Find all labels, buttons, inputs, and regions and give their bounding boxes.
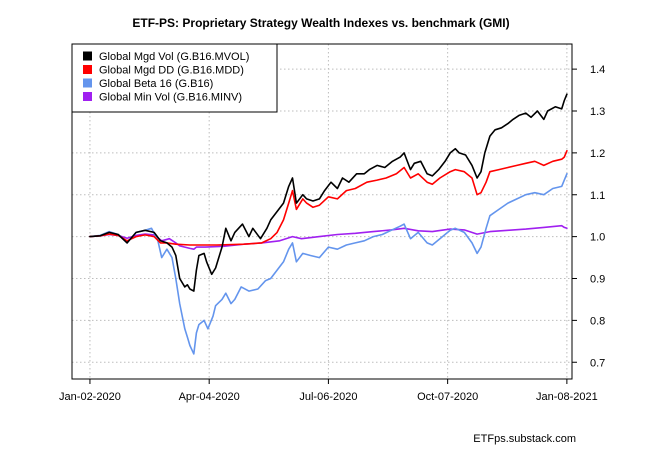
x-tick-label: Jan-08-2021 — [536, 391, 598, 403]
y-tick-label: 1.2 — [590, 148, 605, 160]
series-lines — [89, 93, 568, 355]
legend-box — [71, 43, 278, 113]
chart-title: ETF-PS: Proprietary Strategy Wealth Inde… — [132, 16, 509, 30]
x-tick-label: Jan-02-2020 — [59, 391, 121, 403]
legend-swatch — [83, 51, 92, 61]
grid-lines — [72, 44, 572, 379]
legend-label: Global Mgd Vol (G.B16.MVOL) — [99, 51, 249, 63]
series-line — [89, 93, 568, 292]
x-tick-label: Apr-04-2020 — [179, 391, 240, 403]
x-tick-label: Jul-06-2020 — [299, 391, 357, 403]
legend-label: Global Min Vol (G.B16.MINV) — [99, 92, 242, 104]
y-tick-label: 1.0 — [590, 232, 605, 244]
y-axis: 0.7 0.8 0.9 1.0 1.1 1.2 1.3 1.4 — [572, 64, 605, 369]
legend-label: Global Beta 16 (G.B16) — [99, 78, 213, 90]
y-tick-label: 1.1 — [590, 190, 605, 202]
legend-swatch — [83, 92, 92, 101]
series-line — [89, 150, 568, 246]
y-tick-label: 0.8 — [590, 315, 605, 327]
legend-label: Global Mgd DD (G.B16.MDD) — [99, 65, 244, 77]
plot-frame — [71, 43, 573, 380]
legend: Global Mgd Vol (G.B16.MVOL) Global Mgd DD… — [71, 43, 278, 113]
y-tick-label: 1.4 — [590, 64, 605, 76]
x-tick-label: Oct-07-2020 — [417, 391, 478, 403]
legend-swatch — [83, 65, 92, 74]
source-note: ETFps.substack.com — [473, 433, 576, 445]
series-line — [89, 173, 568, 355]
legend-swatch — [83, 78, 92, 88]
y-tick-label: 0.9 — [590, 274, 605, 286]
series-line — [89, 224, 568, 250]
y-tick-label: 1.3 — [590, 106, 605, 118]
x-axis: Jan-02-2020 Apr-04-2020 Jul-06-2020 Oct-07-… — [59, 379, 598, 403]
y-tick-label: 0.7 — [590, 357, 605, 369]
